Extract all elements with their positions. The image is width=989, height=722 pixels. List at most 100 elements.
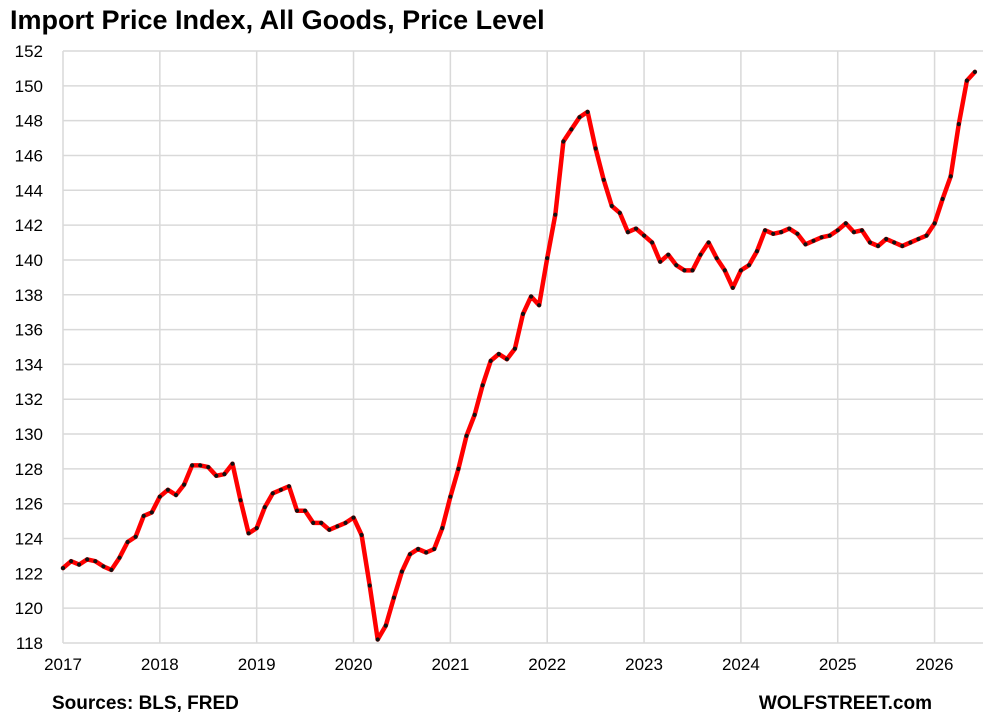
data-point xyxy=(173,492,179,498)
data-point xyxy=(399,569,404,574)
data-point xyxy=(593,146,598,151)
source-note: Sources: BLS, FRED xyxy=(52,693,239,714)
data-point xyxy=(811,238,816,243)
data-point xyxy=(93,559,98,564)
x-tick-label: 2017 xyxy=(44,655,82,674)
data-point xyxy=(690,268,695,273)
data-point xyxy=(440,526,445,531)
data-point xyxy=(85,557,90,562)
data-point xyxy=(69,559,74,564)
data-point xyxy=(416,546,421,552)
data-point-markers xyxy=(60,69,978,642)
data-point xyxy=(601,177,606,182)
data-point xyxy=(198,463,203,468)
y-axis-tick-labels: 118 120 122 124 126 128 130 132 134 136 138 140 142 1… xyxy=(15,42,43,653)
data-point xyxy=(738,268,744,273)
y-tick-label: 150 xyxy=(15,77,43,96)
data-point xyxy=(133,534,138,539)
data-point xyxy=(278,487,283,492)
data-point xyxy=(512,346,518,351)
x-tick-label: 2019 xyxy=(238,655,276,674)
data-point xyxy=(908,240,913,245)
data-point xyxy=(214,473,219,478)
data-point xyxy=(924,233,929,238)
data-point xyxy=(948,174,953,179)
y-tick-label: 148 xyxy=(15,112,43,131)
data-point xyxy=(754,249,760,254)
data-point xyxy=(650,240,655,245)
y-tick-label: 152 xyxy=(15,42,43,61)
y-tick-label: 126 xyxy=(15,495,43,514)
data-point xyxy=(553,212,558,217)
x-axis-tick-labels: 2017 2018 2019 2020 2021 2022 2023 2024 2025 2026 xyxy=(44,655,953,674)
vertical-gridlines xyxy=(62,51,936,643)
data-point xyxy=(940,196,945,202)
y-tick-label: 138 xyxy=(15,286,43,305)
data-point xyxy=(819,235,824,240)
x-tick-label: 2025 xyxy=(819,655,857,674)
data-point xyxy=(496,351,501,357)
data-point xyxy=(230,461,235,466)
data-point xyxy=(109,567,114,573)
data-point xyxy=(529,294,534,299)
data-point xyxy=(674,263,679,268)
data-point xyxy=(391,595,396,600)
data-point xyxy=(448,494,453,499)
data-point xyxy=(383,623,388,628)
data-point xyxy=(779,230,784,235)
data-point xyxy=(561,139,566,144)
x-tick-label: 2022 xyxy=(528,655,566,674)
data-point xyxy=(141,513,146,519)
data-point xyxy=(633,226,639,231)
data-point xyxy=(190,463,195,468)
data-point xyxy=(270,491,275,496)
data-point xyxy=(149,510,154,515)
data-point xyxy=(327,527,332,532)
data-point xyxy=(625,230,631,235)
data-point xyxy=(60,566,66,571)
data-point xyxy=(714,256,719,261)
y-tick-label: 128 xyxy=(15,460,43,479)
data-point xyxy=(956,122,961,127)
data-point xyxy=(335,524,340,529)
y-tick-label: 120 xyxy=(15,599,43,618)
data-point xyxy=(585,109,590,114)
y-tick-label: 136 xyxy=(15,321,43,340)
data-point xyxy=(125,539,130,545)
data-point xyxy=(867,240,873,245)
data-point xyxy=(916,236,921,242)
data-point xyxy=(609,203,614,209)
data-point xyxy=(432,546,437,552)
x-tick-label: 2024 xyxy=(722,655,760,674)
y-tick-label: 144 xyxy=(15,181,43,200)
data-point xyxy=(351,515,356,520)
data-point xyxy=(682,268,687,273)
data-point xyxy=(876,243,881,249)
data-point xyxy=(730,285,735,290)
data-point xyxy=(859,228,865,233)
y-tick-label: 124 xyxy=(15,530,43,549)
data-point xyxy=(569,127,574,132)
data-point xyxy=(303,508,308,513)
data-point xyxy=(206,465,211,470)
data-point xyxy=(246,531,251,536)
data-point xyxy=(319,520,324,526)
data-point xyxy=(375,637,380,642)
data-point xyxy=(932,221,937,226)
data-point xyxy=(884,236,889,242)
data-point xyxy=(795,231,800,236)
data-point xyxy=(642,233,647,238)
x-tick-label: 2026 xyxy=(916,655,954,674)
data-point xyxy=(117,555,122,560)
data-point xyxy=(545,256,550,261)
data-point xyxy=(456,466,461,471)
data-point xyxy=(658,259,663,264)
data-point xyxy=(504,357,509,362)
data-point xyxy=(843,221,848,226)
brand-watermark: WOLFSTREET.com xyxy=(759,693,932,714)
data-point xyxy=(294,508,300,513)
data-point xyxy=(480,383,485,388)
data-point xyxy=(101,564,106,569)
y-tick-label: 118 xyxy=(16,634,43,653)
